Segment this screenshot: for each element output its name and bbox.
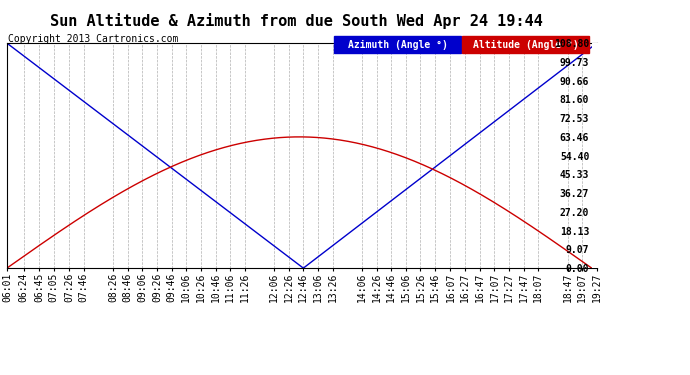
Text: Altitude (Angle °): Altitude (Angle °) — [473, 40, 579, 50]
Text: Copyright 2013 Cartronics.com: Copyright 2013 Cartronics.com — [8, 34, 179, 44]
Text: Sun Altitude & Azimuth from due South Wed Apr 24 19:44: Sun Altitude & Azimuth from due South We… — [50, 13, 543, 29]
Bar — [335, 36, 461, 53]
Bar — [462, 36, 589, 53]
Text: Azimuth (Angle °): Azimuth (Angle °) — [348, 40, 448, 50]
